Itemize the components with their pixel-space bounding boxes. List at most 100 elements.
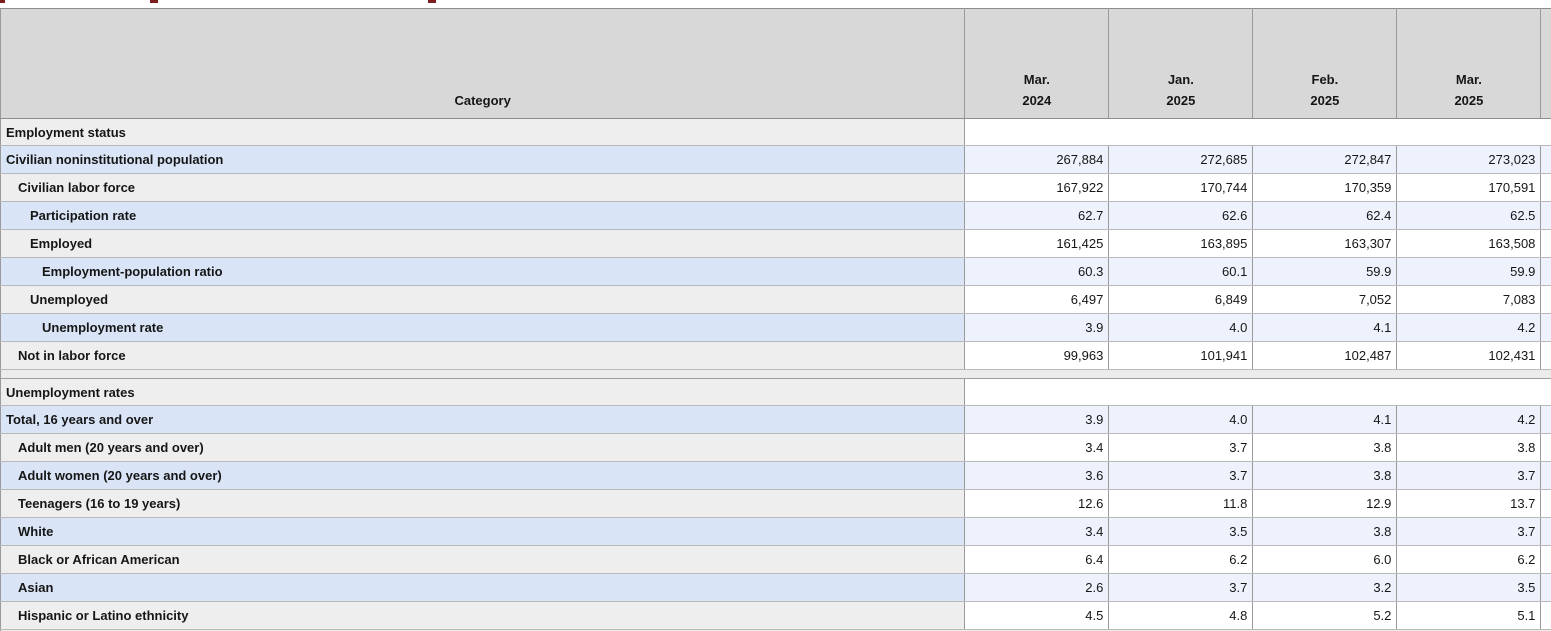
value-cell: 3.4 (964, 517, 1110, 546)
column-header-period-0: Mar. 2024 (964, 8, 1110, 119)
section-header-empty-area (964, 378, 1551, 406)
value-cell: 170,591 (1396, 173, 1542, 202)
value-cell: 101,941 (1108, 341, 1254, 370)
value-cell: 4.1 (1252, 405, 1398, 434)
clipped-heading-fragment (150, 0, 158, 3)
category-cell: Not in labor force (0, 341, 966, 370)
value-cell: 3.2 (1252, 573, 1398, 602)
employment-situation-table: Category Mar. 2024 Jan. 2025 Feb. 2025 Mar. 202… (0, 8, 1551, 631)
table-row: Employed 161,425 163,895 163,307 163,508 (0, 229, 1551, 258)
value-cell: 163,508 (1396, 229, 1542, 258)
overflow-sliver-cell (1540, 601, 1551, 630)
value-cell: 6.2 (1108, 545, 1254, 574)
value-cell: 99,963 (964, 341, 1110, 370)
value-cell: 11.8 (1108, 489, 1254, 518)
table-row: Total, 16 years and over 3.9 4.0 4.1 4.2 (0, 405, 1551, 434)
section-divider-cell (0, 629, 1551, 631)
value-cell: 3.8 (1252, 433, 1398, 462)
overflow-sliver-cell (1540, 145, 1551, 174)
table-row: Hispanic or Latino ethnicity 4.5 4.8 5.2 5.1 (0, 601, 1551, 630)
value-cell: 3.7 (1396, 517, 1542, 546)
value-cell: 163,307 (1252, 229, 1398, 258)
table-row: Employment-population ratio 60.3 60.1 59.9 5… (0, 257, 1551, 286)
column-header-period-1: Jan. 2025 (1108, 8, 1254, 119)
column-header-period-3: Mar. 2025 (1396, 8, 1542, 119)
section-title: Employment status (0, 118, 966, 146)
category-cell: Hispanic or Latino ethnicity (0, 601, 966, 630)
column-header-overflow-sliver (1540, 8, 1551, 119)
table-row: Participation rate 62.7 62.6 62.4 62.5 (0, 201, 1551, 230)
table-row: White 3.4 3.5 3.8 3.7 (0, 517, 1551, 546)
value-cell: 5.1 (1396, 601, 1542, 630)
section-divider-cell (0, 369, 1551, 379)
table-row: Teenagers (16 to 19 years) 12.6 11.8 12.9 13… (0, 489, 1551, 518)
value-cell: 273,023 (1396, 145, 1542, 174)
table-row: Not in labor force 99,963 101,941 102,487 10… (0, 341, 1551, 370)
value-cell: 3.9 (964, 405, 1110, 434)
section-divider-row (0, 629, 1551, 631)
period-month: Mar. (1023, 72, 1050, 87)
value-cell: 3.9 (964, 313, 1110, 342)
clipped-heading-fragment (428, 0, 436, 3)
value-cell: 3.7 (1108, 573, 1254, 602)
value-cell: 4.2 (1396, 405, 1542, 434)
value-cell: 59.9 (1252, 257, 1398, 286)
value-cell: 60.3 (964, 257, 1110, 286)
value-cell: 2.6 (964, 573, 1110, 602)
value-cell: 12.9 (1252, 489, 1398, 518)
value-cell: 7,052 (1252, 285, 1398, 314)
value-cell: 3.7 (1108, 461, 1254, 490)
value-cell: 4.1 (1252, 313, 1398, 342)
value-cell: 3.7 (1396, 461, 1542, 490)
value-cell: 12.6 (964, 489, 1110, 518)
table-row: Adult women (20 years and over) 3.6 3.7 3.8… (0, 461, 1551, 490)
category-cell: Participation rate (0, 201, 966, 230)
category-cell: Employment-population ratio (0, 257, 966, 286)
overflow-sliver-cell (1540, 545, 1551, 574)
table-row: Unemployed 6,497 6,849 7,052 7,083 (0, 285, 1551, 314)
value-cell: 6,849 (1108, 285, 1254, 314)
value-cell: 272,847 (1252, 145, 1398, 174)
overflow-sliver-cell (1540, 433, 1551, 462)
column-header-row: Category Mar. 2024 Jan. 2025 Feb. 2025 Mar. 202… (0, 8, 1551, 119)
period-year: 2025 (1454, 93, 1484, 108)
value-cell: 6.4 (964, 545, 1110, 574)
category-cell: Black or African American (0, 545, 966, 574)
overflow-sliver-cell (1540, 573, 1551, 602)
section-title: Unemployment rates (0, 378, 966, 406)
category-cell: Unemployment rate (0, 313, 966, 342)
period-year: 2025 (1310, 93, 1340, 108)
value-cell: 62.5 (1396, 201, 1542, 230)
category-cell: Total, 16 years and over (0, 405, 966, 434)
value-cell: 267,884 (964, 145, 1110, 174)
value-cell: 62.6 (1108, 201, 1254, 230)
value-cell: 3.8 (1396, 433, 1542, 462)
value-cell: 62.7 (964, 201, 1110, 230)
overflow-sliver-cell (1540, 201, 1551, 230)
category-cell: Civilian labor force (0, 173, 966, 202)
value-cell: 4.0 (1108, 405, 1254, 434)
value-cell: 6.2 (1396, 545, 1542, 574)
category-cell: White (0, 517, 966, 546)
overflow-sliver-cell (1540, 257, 1551, 286)
value-cell: 3.6 (964, 461, 1110, 490)
value-cell: 5.2 (1252, 601, 1398, 630)
table-body: Employment status Civilian noninstitution… (0, 118, 1551, 631)
value-cell: 4.2 (1396, 313, 1542, 342)
section-header-row: Employment status (0, 118, 1551, 146)
table-row: Adult men (20 years and over) 3.4 3.7 3.8 3.… (0, 433, 1551, 462)
category-cell: Employed (0, 229, 966, 258)
value-cell: 60.1 (1108, 257, 1254, 286)
value-cell: 272,685 (1108, 145, 1254, 174)
table-row: Unemployment rate 3.9 4.0 4.1 4.2 (0, 313, 1551, 342)
period-month: Mar. (1455, 72, 1482, 87)
value-cell: 3.8 (1252, 461, 1398, 490)
period-month: Jan. (1167, 72, 1194, 87)
value-cell: 3.5 (1396, 573, 1542, 602)
category-cell: Adult men (20 years and over) (0, 433, 966, 462)
overflow-sliver-cell (1540, 489, 1551, 518)
table-row: Black or African American 6.4 6.2 6.0 6.2 (0, 545, 1551, 574)
value-cell: 170,359 (1252, 173, 1398, 202)
value-cell: 13.7 (1396, 489, 1542, 518)
category-cell: Teenagers (16 to 19 years) (0, 489, 966, 518)
